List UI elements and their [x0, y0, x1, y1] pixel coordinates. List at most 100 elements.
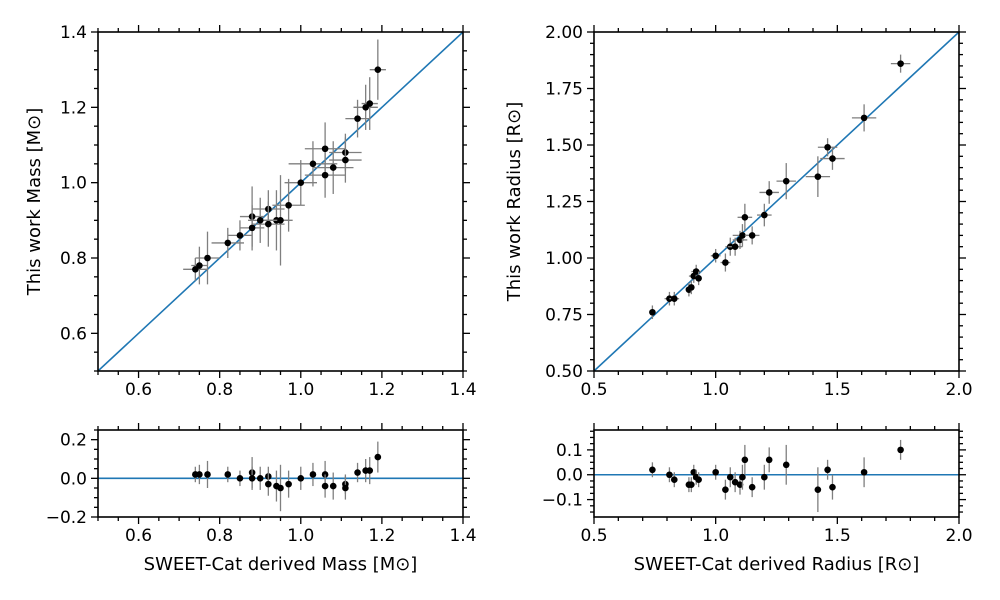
mass-residual-point — [321, 474, 329, 498]
radius-residual-point — [666, 467, 673, 483]
radius-main-marker — [741, 214, 749, 221]
mass-residual-ytick-label: 0.0 — [60, 469, 87, 489]
mass-main-point — [272, 178, 305, 232]
mass-residual-point — [342, 476, 349, 500]
radius-residual-point — [829, 474, 836, 500]
radius-main-xtick-label: 1.5 — [824, 380, 851, 400]
radius-main-point — [817, 138, 838, 157]
mass-main-point — [284, 160, 317, 206]
mass-main-marker — [196, 262, 203, 269]
radius-residual-ytick-label: −0.1 — [542, 491, 583, 511]
radius-main-marker — [712, 252, 719, 260]
radius-main-marker — [824, 143, 831, 151]
mass-residual-point — [248, 466, 256, 490]
radius-residual-marker — [897, 446, 904, 454]
radius-main-point — [649, 305, 656, 320]
mass-main-ytick-label: 0.6 — [60, 324, 87, 344]
radius-main-marker — [695, 275, 702, 282]
mass-residual-marker — [374, 453, 382, 461]
mass-residual-point — [224, 466, 232, 483]
mass-main-point — [369, 39, 386, 100]
mass-main-point — [195, 231, 220, 285]
radius-residual-marker — [824, 466, 831, 474]
mass-main-marker — [256, 217, 264, 224]
radius-residual-point — [860, 457, 868, 488]
mass-main-marker — [374, 66, 382, 73]
mass-residual-marker — [329, 482, 337, 490]
mass-main-marker — [342, 156, 349, 164]
radius-residual-point — [748, 477, 756, 498]
mass-main-ylabel: This work Mass [M⊙] — [24, 108, 45, 296]
mass-main-marker — [321, 171, 329, 179]
radius-main-marker — [765, 189, 773, 196]
mass-residual-point — [297, 466, 305, 490]
mass-residual-marker — [196, 471, 203, 478]
radius-main-xtick-label: 1.0 — [702, 380, 729, 400]
radius-residual-marker — [741, 456, 749, 464]
radius-residual-marker — [736, 481, 744, 488]
radius-residual-marker — [671, 476, 678, 484]
radius-residual-marker — [649, 466, 656, 474]
mass-main-marker — [285, 201, 292, 209]
radius-main-marker — [722, 259, 729, 266]
radius-main-marker — [761, 211, 768, 219]
radius-main-marker — [782, 177, 790, 185]
radius-residual-marker — [726, 473, 734, 481]
radius-residual-xtick-label: 2.0 — [945, 526, 972, 546]
mass-residual-marker — [236, 475, 244, 482]
radius-residual-marker — [814, 486, 822, 493]
mass-main-point — [252, 201, 285, 247]
radius-residual-frame — [593, 429, 960, 518]
radius-main-ytick-label: 0.50 — [545, 362, 583, 382]
mass-residual-marker — [354, 469, 361, 476]
mass-main-marker — [277, 217, 284, 224]
radius-main-ytick-label: 1.75 — [545, 80, 583, 100]
mass-residual-marker — [297, 475, 305, 482]
mass-main-point — [361, 77, 378, 130]
radius-residual-point — [688, 477, 695, 493]
mass-residual-marker — [321, 482, 329, 490]
radius-residual-xlabel: SWEET-Cat derived Radius [R⊙] — [634, 554, 920, 575]
mass-main-point — [288, 141, 338, 187]
mass-main-marker — [354, 115, 361, 122]
radius-main-xtick-label: 2.0 — [945, 380, 972, 400]
mass-residual-marker — [342, 484, 349, 492]
mass-main-marker — [309, 160, 317, 168]
radius-residual-ticks — [587, 423, 966, 524]
radius-main-point — [851, 104, 877, 132]
radius-residual-marker — [748, 483, 756, 491]
radius-main-point — [757, 203, 772, 227]
radius-residual-point — [739, 464, 746, 490]
mass-residual-point — [277, 464, 284, 512]
mass-main-marker — [297, 179, 305, 186]
mass-main-marker — [321, 145, 329, 153]
mass-main-panel: 0.6 0.8 1.0 1.2 1.4 0.6 0.8 1.0 1.2 1.4 This work … — [24, 23, 477, 400]
mass-main-point — [191, 246, 208, 285]
radius-main-point — [720, 253, 731, 272]
radius-main-marker — [829, 155, 836, 162]
mass-main-ytick-label: 0.8 — [60, 249, 87, 269]
radius-main-ylabel: This work Radius [R⊙] — [504, 102, 525, 303]
mass-main-ytick-label: 1.2 — [60, 98, 87, 118]
radius-main-marker — [739, 232, 746, 239]
radius-main-point — [744, 226, 760, 245]
radius-residual-marker — [761, 473, 768, 481]
mass-main-point — [304, 152, 346, 198]
radius-residual-point — [726, 467, 734, 488]
radius-residual-point — [731, 472, 739, 493]
mass-main-point — [227, 220, 253, 251]
mass-main-marker — [265, 220, 272, 228]
mass-main-marker — [236, 232, 244, 239]
radius-residual-marker — [666, 471, 673, 479]
mass-residual-marker — [224, 471, 232, 478]
mass-residual-ytick-label: −0.2 — [46, 508, 87, 528]
mass-residual-point — [374, 441, 382, 473]
mass-main-xtick-label: 0.8 — [206, 380, 233, 400]
mass-residual-ytick-label: 0.2 — [60, 431, 87, 451]
mass-residual-marker — [265, 480, 272, 488]
mass-residual-point — [366, 457, 374, 485]
radius-main-point — [776, 163, 796, 200]
radius-residual-xtick-label: 1.5 — [824, 526, 851, 546]
radius-main-marker — [688, 284, 695, 291]
radius-residual-marker — [829, 483, 836, 491]
